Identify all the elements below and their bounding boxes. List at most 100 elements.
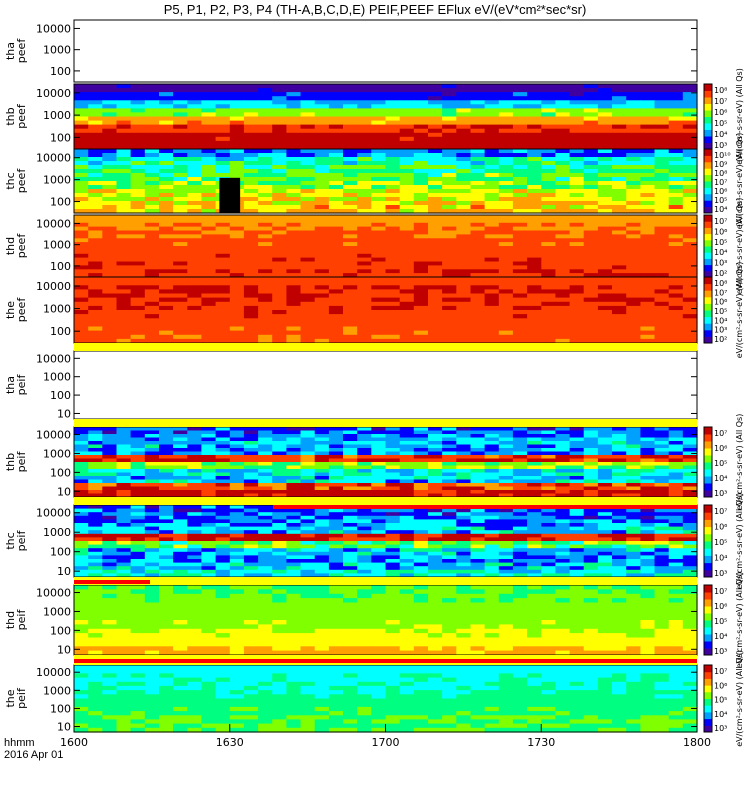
thb-peif-cell [527, 472, 542, 477]
thb-peif-cell [144, 441, 160, 446]
thc-peef-cell [654, 173, 670, 178]
thc-peif-cell [654, 537, 670, 542]
thc-peif-cell [173, 519, 188, 524]
the-peef-cell [442, 314, 457, 319]
thc-peif-cell [527, 566, 542, 571]
thd-peef-colorbar-tick-label: 10⁷ [714, 217, 727, 226]
thb-peif-cell [286, 483, 302, 488]
thc-peef-cell [187, 209, 203, 214]
thb-peif-cell [385, 437, 401, 442]
thd-peef-cell [682, 265, 698, 270]
thc-peif-cell [682, 562, 698, 567]
the-peef-cell [102, 293, 118, 299]
thc-peif-cell [328, 541, 344, 546]
thb-peif-cell [74, 479, 89, 484]
thc-peef-cell [456, 165, 472, 170]
thc-peif-cell [442, 530, 457, 535]
thc-peef-cell [385, 201, 401, 206]
thc-peef-cell [640, 153, 656, 158]
thc-peif-cell [527, 537, 542, 542]
thb-peef-cell [343, 140, 358, 146]
thd-peef-cell [371, 222, 387, 228]
thb-peef-ylabel: peef [15, 103, 28, 129]
the-peef-cell [357, 310, 372, 315]
the-peef-cell [88, 293, 103, 299]
thb-peef-cell [201, 92, 217, 97]
thd-peef-cell [343, 238, 358, 243]
thd-peif-cell [583, 598, 599, 604]
thb-peif-cell [385, 472, 401, 477]
thd-peef-cell [286, 215, 302, 220]
thc-peef-cell [159, 161, 174, 166]
thc-peif-cell [357, 566, 372, 571]
thb-peef-cell [300, 140, 316, 146]
thb-peif-cell [456, 462, 472, 467]
thc-peif-cell [640, 530, 656, 535]
thc-peif-cell [272, 523, 287, 528]
thd-peef-cell [258, 230, 273, 235]
thd-peif-cell [357, 589, 372, 595]
thc-peef-cell [144, 149, 160, 154]
thc-peif-cell [187, 555, 203, 560]
thc-peef-cell [527, 169, 542, 174]
thb-peef-cell [654, 84, 670, 89]
thc-peef-cell [442, 157, 457, 162]
thb-peef-cell [229, 108, 245, 114]
thc-peif-cell [187, 512, 203, 517]
thc-peif-cell [215, 573, 231, 578]
thb-peif-cell [229, 430, 245, 435]
thc-peif-cell [385, 573, 401, 578]
thc-peif-cell [88, 508, 103, 513]
thc-peif-cell [144, 505, 160, 510]
thb-peif-cell [258, 441, 273, 446]
thc-peef-cell [130, 161, 146, 166]
the-peef-cell [159, 281, 174, 286]
thc-peef-cell [74, 205, 89, 210]
thc-peif-cell [512, 548, 528, 553]
the-peef-cell [173, 318, 188, 323]
thd-peef-cell [102, 269, 118, 274]
thc-peef-cell [88, 193, 103, 198]
the-peef-cell [173, 297, 188, 303]
thb-peif-cell [668, 472, 684, 477]
thb-peef-cell [116, 92, 132, 97]
thd-peef-cell [144, 238, 160, 243]
the-peef-cell [314, 310, 330, 315]
thc-peif-cell [258, 508, 273, 513]
thc-peef-cell [428, 209, 443, 214]
the-peef-cell [569, 318, 585, 323]
thb-peef-cell [428, 100, 443, 105]
thc-peef-cell [541, 157, 557, 162]
thc-peef-cell [470, 209, 486, 214]
thd-peif-cell [555, 598, 571, 604]
thd-peef-cell [314, 218, 330, 224]
thb-peif-cell [130, 462, 146, 467]
the-peef-cell [229, 281, 245, 286]
thb-peif-cell [159, 441, 174, 446]
thc-peif-cell [243, 555, 259, 560]
thb-peef-cell [328, 128, 344, 134]
thb-peef-cell [272, 96, 287, 101]
thd-peef-cell [272, 218, 287, 224]
thd-peef-cell [201, 253, 217, 259]
thb-peif-cell [456, 493, 472, 498]
thc-peef-cell [130, 165, 146, 170]
thc-peif-cell [654, 515, 670, 520]
the-peef-cell [215, 305, 231, 311]
thd-peif-cell [173, 585, 188, 590]
thb-peef-cell [144, 108, 160, 114]
thc-peef-cell [159, 173, 174, 178]
the-peef-cell [541, 334, 557, 340]
thc-peif-cell [668, 537, 684, 542]
thc-peif-cell [626, 548, 641, 553]
thc-peif-cell [229, 544, 245, 549]
thb-peef-cell [597, 140, 613, 146]
thb-peif-cell [215, 462, 231, 467]
thc-peef-cell [74, 165, 89, 170]
thd-peef-cell [328, 265, 344, 270]
thd-peif-cell [399, 593, 415, 599]
thd-peif-cell [215, 585, 231, 590]
thb-peef-cell [130, 124, 146, 130]
thd-peif-cell [116, 585, 132, 590]
thd-peef-cell [626, 242, 641, 247]
